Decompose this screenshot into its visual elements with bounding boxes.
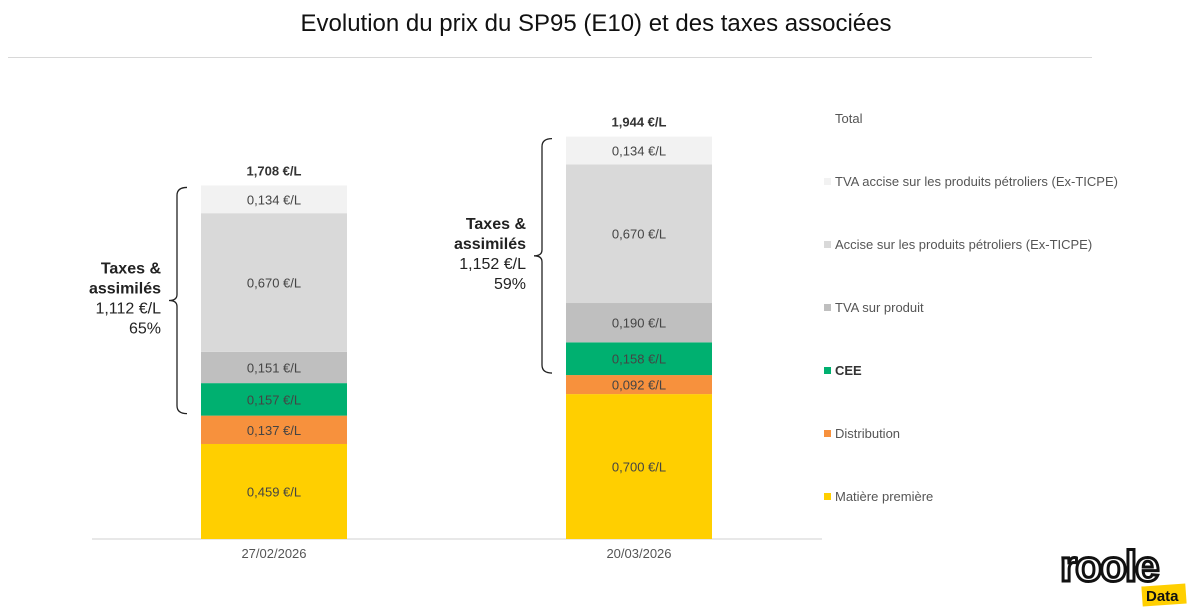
data-label: 0,459 €/L — [247, 484, 301, 499]
data-label: 0,700 €/L — [612, 460, 666, 475]
svg-text:Data: Data — [1146, 588, 1179, 605]
legend-item: Matière première — [824, 489, 933, 504]
legend-label: Accise sur les produits pétroliers (Ex-T… — [835, 237, 1093, 252]
title-divider — [8, 57, 1092, 58]
legend-label: Distribution — [835, 426, 901, 441]
legend-swatch — [824, 115, 831, 122]
annotation-heading: assimilés — [89, 281, 161, 298]
roole-data-logo: roole Data — [1058, 541, 1188, 614]
bar-segment — [201, 443, 347, 539]
legend-item: CEE — [824, 363, 862, 378]
data-label: 0,092 €/L — [612, 378, 666, 393]
annotation-heading: Taxes & — [101, 261, 162, 278]
legend-swatch — [824, 304, 831, 311]
x-tick-label: 27/02/2026 — [241, 546, 306, 561]
bar-segment — [201, 415, 347, 444]
bar-segment — [201, 351, 347, 384]
legend-label: TVA accise sur les produits pétroliers (… — [835, 174, 1118, 189]
data-label: 0,151 €/L — [247, 361, 301, 376]
bar-segment — [566, 303, 712, 343]
legend-item: TVA accise sur les produits pétroliers (… — [824, 174, 1118, 189]
annotation-heading: assimilés — [454, 236, 526, 253]
data-label: 0,670 €/L — [612, 227, 666, 242]
annotation-value: 1,152 €/L — [459, 256, 526, 273]
legend-item: Accise sur les produits pétroliers (Ex-T… — [824, 237, 1092, 252]
legend-label: Total — [835, 111, 863, 126]
bar-segment — [201, 383, 347, 416]
legend-item: Distribution — [824, 426, 900, 441]
data-label: 0,190 €/L — [612, 316, 666, 331]
bar-segment — [566, 164, 712, 304]
bar-segment — [201, 185, 347, 214]
data-label: 0,134 €/L — [612, 143, 666, 158]
bar-segment — [566, 375, 712, 395]
bar-segment — [566, 394, 712, 539]
data-label: 0,670 €/L — [247, 276, 301, 291]
annotation-heading: Taxes & — [466, 216, 527, 233]
legend-swatch — [824, 430, 831, 437]
data-label: 0,157 €/L — [247, 392, 301, 407]
chart-title: Evolution du prix du SP95 (E10) et des t… — [300, 10, 892, 37]
legend-label: Matière première — [835, 489, 934, 504]
taxes-brace — [168, 186, 188, 415]
annotation-value: 1,112 €/L — [95, 301, 161, 318]
total-label: 1,944 €/L — [612, 115, 667, 130]
legend-item: TVA sur produit — [824, 300, 924, 315]
data-label: 0,158 €/L — [612, 352, 666, 367]
data-label: 0,134 €/L — [247, 192, 301, 207]
legend-item: Total — [824, 111, 862, 126]
bar-segment — [566, 342, 712, 376]
x-tick-label: 20/03/2026 — [606, 546, 671, 561]
legend-label: TVA sur produit — [835, 300, 924, 315]
bar-segment — [566, 136, 712, 165]
bar-segment — [201, 213, 347, 352]
legend-swatch — [824, 493, 831, 500]
data-label: 0,137 €/L — [247, 423, 301, 438]
legend-swatch — [824, 178, 831, 185]
legend-swatch — [824, 367, 831, 374]
annotation-percent: 59% — [494, 276, 526, 293]
svg-text:roole: roole — [1060, 545, 1158, 591]
taxes-brace — [533, 137, 553, 374]
annotation-percent: 65% — [129, 321, 161, 338]
legend-swatch — [824, 241, 831, 248]
legend-label: CEE — [835, 363, 862, 378]
total-label: 1,708 €/L — [247, 163, 302, 178]
